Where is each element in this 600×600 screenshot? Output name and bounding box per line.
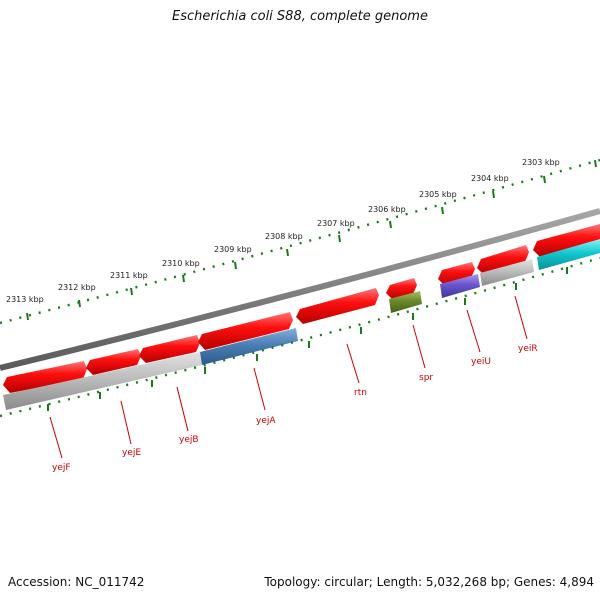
gene-label-yejE: yejE [122, 448, 141, 458]
cog-block [389, 291, 422, 313]
gene-label-yejF: yejF [52, 463, 71, 473]
scale-label: 2305 kbp [419, 190, 457, 199]
scale-labels: 2313 kbp 2312 kbp 2311 kbp 2310 kbp 2309… [6, 158, 560, 304]
gene-label-yeiU: yeiU [471, 357, 491, 367]
cog-block [200, 328, 298, 365]
gene-arrow [438, 262, 475, 286]
scale-tick [594, 159, 597, 168]
gene-label-yeiR: yeiR [518, 344, 538, 354]
scale-tick [286, 248, 289, 257]
inner-scale-dotted-line [0, 256, 600, 418]
gene-arrow [296, 288, 379, 324]
inner-scale-ticks [47, 267, 568, 411]
gene-arrow [533, 224, 600, 257]
scale-tick [130, 287, 133, 296]
gene-label-leaders [49, 295, 528, 459]
gene-arrow [86, 349, 141, 375]
gene-label-rtn: rtn [354, 388, 367, 398]
scale-tick [234, 261, 237, 270]
gene-label-yejB: yejB [179, 435, 199, 445]
scale-label: 2311 kbp [110, 271, 148, 280]
scale-label: 2304 kbp [471, 174, 509, 183]
scale-label: 2310 kbp [162, 259, 200, 268]
gene-arrow [139, 335, 200, 363]
scale-label: 2313 kbp [6, 295, 44, 304]
cog-block [3, 352, 202, 410]
scale-tick [543, 175, 546, 184]
cog-category-track [3, 239, 600, 410]
scale-tick [492, 190, 495, 199]
leader-line [253, 367, 266, 411]
scale-label: 2312 kbp [58, 283, 96, 292]
scale-tick [182, 274, 185, 283]
scale-label: 2307 kbp [317, 219, 355, 228]
gene-arrow [3, 361, 87, 393]
leader-line [514, 295, 528, 340]
gene-arrow [477, 245, 529, 275]
gene-labels: yejF yejE yejB yejA rtn spr yeiU yeiR [52, 344, 538, 473]
scale-tick [441, 206, 444, 215]
gene-arrow [198, 312, 293, 350]
scale-tick [78, 299, 81, 308]
map-title: Escherichia coli S88, complete genome [172, 9, 428, 24]
cog-block [480, 259, 534, 286]
scale-tick [26, 312, 29, 321]
scale-label: 2306 kbp [368, 205, 406, 214]
leader-line [346, 343, 360, 384]
leader-line [466, 309, 481, 353]
cog-block [537, 239, 600, 270]
leader-line [120, 400, 132, 445]
scale-label: 2303 kbp [522, 158, 560, 167]
leader-line [49, 416, 63, 459]
cog-block [440, 274, 480, 298]
scale-label: 2308 kbp [265, 232, 303, 241]
outer-scale-ticks [26, 159, 597, 321]
accession-label: Accession: NC_011742 [8, 575, 145, 589]
scale-tick [338, 234, 341, 243]
gene-label-yejA: yejA [256, 416, 276, 426]
genome-backbone [0, 208, 600, 371]
genome-summary: Topology: circular; Length: 5,032,268 bp… [264, 575, 594, 589]
leader-line [412, 324, 426, 369]
scale-tick [389, 220, 392, 229]
forward-strand-genes [3, 224, 600, 393]
outer-scale-dotted-line [0, 158, 600, 325]
gene-label-spr: spr [419, 373, 433, 383]
leader-line [176, 386, 189, 432]
scale-label: 2309 kbp [214, 245, 252, 254]
